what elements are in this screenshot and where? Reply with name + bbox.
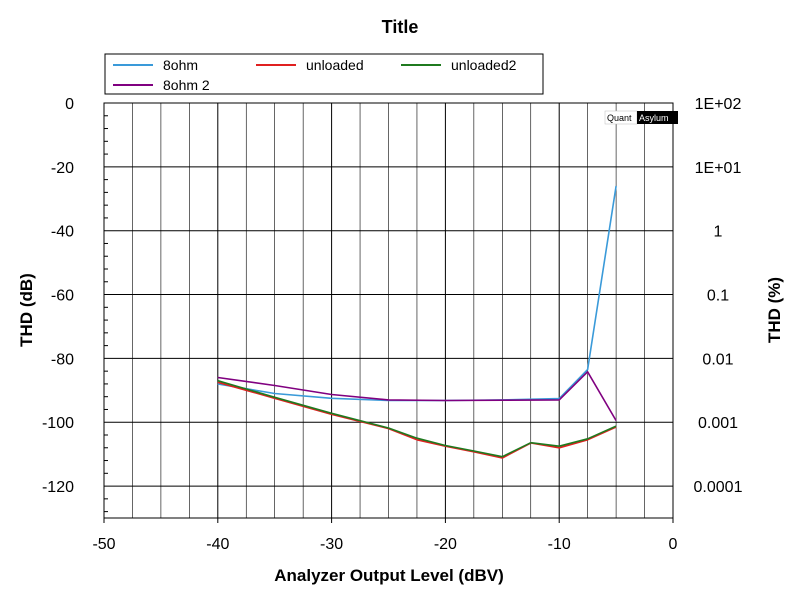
y2-tick-label: 0.0001 xyxy=(694,479,743,496)
x-axis-label: Analyzer Output Level (dBV) xyxy=(274,566,504,585)
legend-entry: 8ohm xyxy=(163,57,198,73)
y-tick-label: 0 xyxy=(65,96,74,113)
watermark-left: Quant xyxy=(607,113,632,123)
legend-entry: 8ohm 2 xyxy=(163,77,210,93)
y-tick-label: -100 xyxy=(42,415,74,432)
x-tick-label: 0 xyxy=(669,536,678,553)
series-layer xyxy=(217,185,617,459)
x-tick-label: -40 xyxy=(206,536,229,553)
y2-tick-label: 0.1 xyxy=(707,288,729,305)
y-tick-label: -20 xyxy=(51,160,74,177)
y2-tick-label: 1E+02 xyxy=(695,96,742,113)
tick-labels: -50 -40 -30 -20 -10 00-20-40-60-80-100-1201E+… xyxy=(42,96,743,553)
y2-tick-label: 0.001 xyxy=(698,415,738,432)
grid xyxy=(104,102,673,518)
x-tick-label: -10 xyxy=(548,536,571,553)
x-tick-label: -50 xyxy=(92,536,115,553)
y-axis-label: THD (dB) xyxy=(17,273,36,347)
series-line-8ohm-2 xyxy=(217,370,617,422)
legend-entry: unloaded2 xyxy=(451,57,517,73)
y2-tick-label: 1 xyxy=(714,224,723,241)
minor-ticks xyxy=(103,115,674,523)
watermark: Quant Asylum xyxy=(604,110,678,125)
y2-tick-label: 1E+01 xyxy=(695,160,742,177)
chart-title: Title xyxy=(382,17,419,37)
y2-tick-label: 0.01 xyxy=(702,351,733,368)
series-line-unloaded2 xyxy=(217,379,617,458)
y-tick-label: -40 xyxy=(51,224,74,241)
x-tick-label: -30 xyxy=(320,536,343,553)
legend-entry: unloaded xyxy=(306,57,364,73)
y-tick-label: -80 xyxy=(51,351,74,368)
plot-frame xyxy=(103,102,674,519)
legend-box xyxy=(104,53,544,95)
legend: 8ohm unloaded unloaded2 8ohm 2 xyxy=(104,53,544,95)
y-tick-label: -120 xyxy=(42,479,74,496)
watermark-right: Asylum xyxy=(639,113,669,123)
x-tick-label: -20 xyxy=(434,536,457,553)
y2-axis-label: THD (%) xyxy=(765,277,784,343)
y-tick-label: -60 xyxy=(51,288,74,305)
